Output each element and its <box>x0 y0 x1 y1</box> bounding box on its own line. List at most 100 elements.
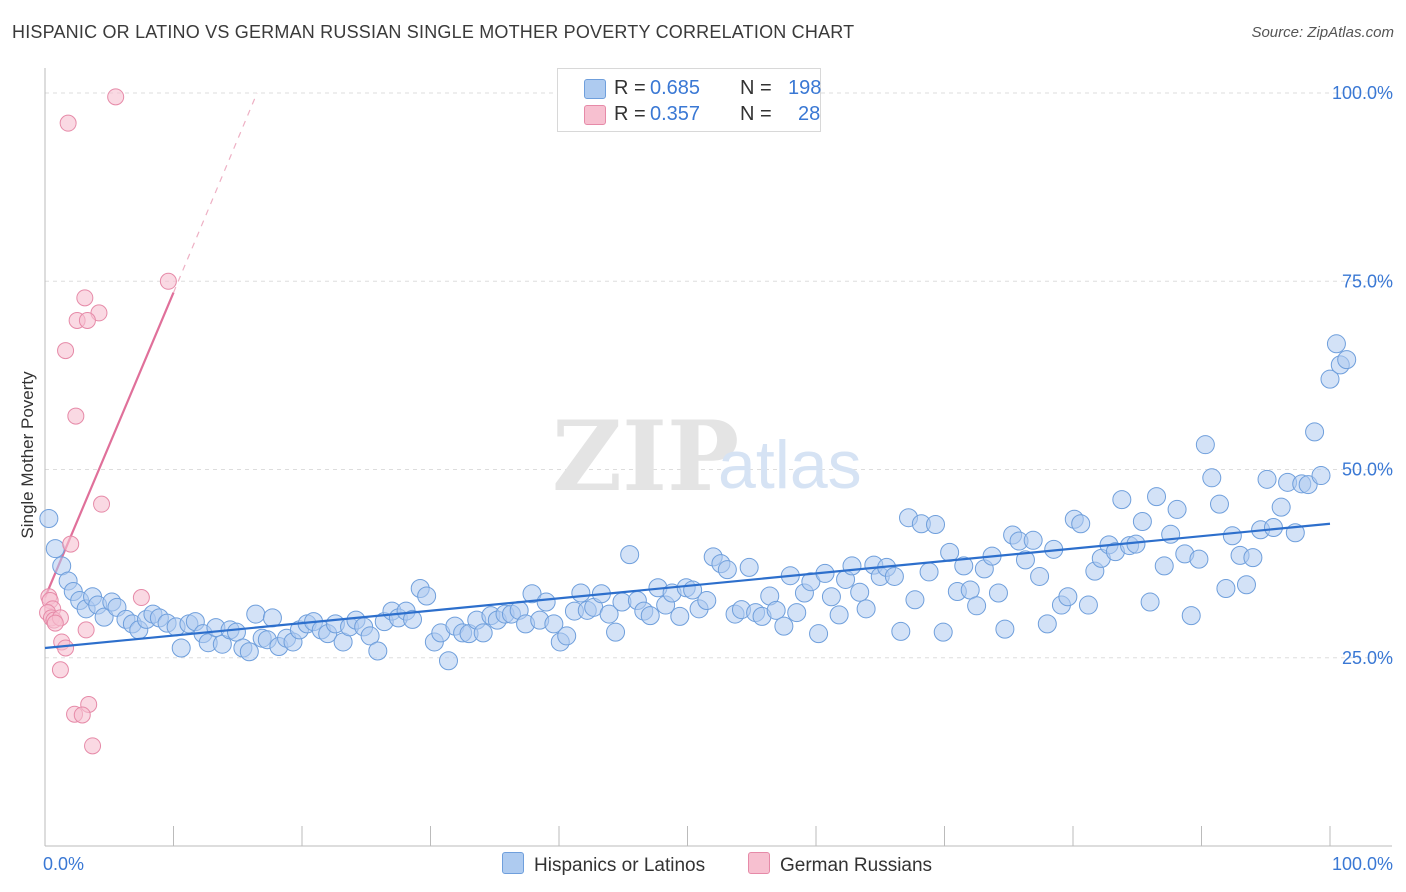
grid-lines <box>45 92 1392 659</box>
legend-r-value: 0.357 <box>650 103 701 125</box>
german-russians-point <box>59 114 77 132</box>
german-russians-point <box>62 535 80 553</box>
hispanics-point <box>522 584 542 604</box>
legend-swatch-blue <box>584 79 606 99</box>
german-russians-point <box>159 272 177 290</box>
german-russians-point <box>132 589 150 607</box>
hispanics-point <box>1216 578 1236 598</box>
hispanics-point <box>1140 592 1160 612</box>
hispanics-point <box>1326 334 1346 354</box>
hispanics-point <box>926 514 946 534</box>
tick-labels: 25.0% 50.0% 75.0% 100.0% 0.0% 100.0% <box>43 83 1393 874</box>
hispanics-point <box>94 607 114 627</box>
hispanics-point <box>1298 475 1318 495</box>
hispanics-point <box>967 596 987 616</box>
y-axis-label: Single Mother Poverty <box>18 371 37 539</box>
legend-r-value: 0.685 <box>650 77 701 99</box>
hispanics-point <box>417 586 437 606</box>
hispanics-point <box>717 560 737 580</box>
hispanics-point <box>774 616 794 636</box>
bottom-legend-german-russians[interactable]: German Russians <box>748 852 932 877</box>
hispanics-point <box>1337 350 1357 370</box>
german-russians-points <box>39 88 177 755</box>
watermark-atlas: atlas <box>718 427 862 503</box>
german-russians-point <box>67 407 85 425</box>
bottom-legend-swatch-blue <box>502 852 524 874</box>
bottom-legend-hispanics[interactable]: Hispanics or Latinos <box>502 852 705 877</box>
hispanics-point <box>829 605 849 625</box>
hispanics-point <box>39 508 59 528</box>
x-tick-label: 0.0% <box>43 854 84 874</box>
chart-title: HISPANIC OR LATINO VS GERMAN RUSSIAN SIN… <box>12 22 855 42</box>
correlation-legend: R = 0.685 N = 198 R = 0.357 N = 28 <box>557 68 821 132</box>
hispanics-point <box>995 619 1015 639</box>
hispanics-point <box>1222 526 1242 546</box>
hispanics-point <box>403 609 423 629</box>
hispanics-point <box>1320 369 1340 389</box>
hispanics-point <box>544 614 564 634</box>
german-russians-point <box>77 621 95 639</box>
hispanics-point <box>1154 556 1174 576</box>
y-tick-label: 25.0% <box>1342 648 1393 668</box>
hispanics-point <box>766 600 786 620</box>
hispanics-point <box>1305 422 1325 442</box>
hispanics-point <box>933 622 953 642</box>
hispanics-point <box>620 545 640 565</box>
hispanics-point <box>697 591 717 611</box>
hispanics-point <box>246 604 266 624</box>
hispanics-point <box>1195 435 1215 455</box>
hispanics-point <box>360 626 380 646</box>
hispanics-point <box>1078 595 1098 615</box>
legend-n-label: N = <box>740 77 772 99</box>
hispanics-point <box>919 562 939 582</box>
german-russians-point <box>51 661 69 679</box>
legend-r-label: R = <box>614 77 646 99</box>
hispanics-point <box>438 651 458 671</box>
hispanics-point <box>1202 468 1222 488</box>
hispanics-point <box>905 590 925 610</box>
legend-n-value: 28 <box>798 103 821 125</box>
legend-swatch-pink <box>584 105 606 125</box>
hispanics-point <box>1071 514 1091 534</box>
hispanics-point <box>239 642 259 662</box>
watermark-zip: ZIP <box>552 400 739 513</box>
hispanics-point <box>473 623 493 643</box>
hispanics-point <box>884 566 904 586</box>
german-russians-point <box>57 342 75 360</box>
german-russians-point <box>76 289 94 307</box>
hispanics-point <box>891 621 911 641</box>
x-tick-label: 100.0% <box>1332 854 1393 874</box>
german-russians-point <box>78 311 96 329</box>
hispanics-point <box>599 604 619 624</box>
german-russians-trend <box>43 92 258 598</box>
hispanics-point <box>1243 548 1263 568</box>
hispanics-point <box>940 542 960 562</box>
bottom-legend-label: Hispanics or Latinos <box>534 855 706 876</box>
german-russians-point <box>93 495 111 513</box>
hispanics-point <box>960 580 980 600</box>
hispanics-point <box>1015 550 1035 570</box>
german-russians-trend-extension <box>172 92 258 293</box>
legend-n-value: 198 <box>788 77 822 99</box>
hispanics-point <box>226 622 246 642</box>
hispanics-point <box>801 572 821 592</box>
hispanics-point <box>809 624 829 644</box>
hispanics-point <box>1167 499 1187 519</box>
hispanics-point <box>670 606 690 626</box>
y-tick-label: 100.0% <box>1332 83 1393 103</box>
hispanics-trend <box>44 522 1331 650</box>
legend-n-label: N = <box>740 103 772 125</box>
hispanics-point <box>171 638 191 658</box>
hispanics-point <box>842 556 862 576</box>
hispanics-point <box>45 539 65 559</box>
hispanics-point <box>988 583 1008 603</box>
german-russians-trend-line <box>43 292 175 598</box>
source-credit: Source: ZipAtlas.com <box>1251 24 1394 41</box>
bottom-legend-swatch-pink <box>748 852 770 874</box>
german-russians-point <box>46 614 64 632</box>
hispanics-point <box>850 582 870 602</box>
hispanics-point <box>1189 549 1209 569</box>
hispanics-point <box>954 556 974 576</box>
hispanics-point <box>1209 494 1229 514</box>
